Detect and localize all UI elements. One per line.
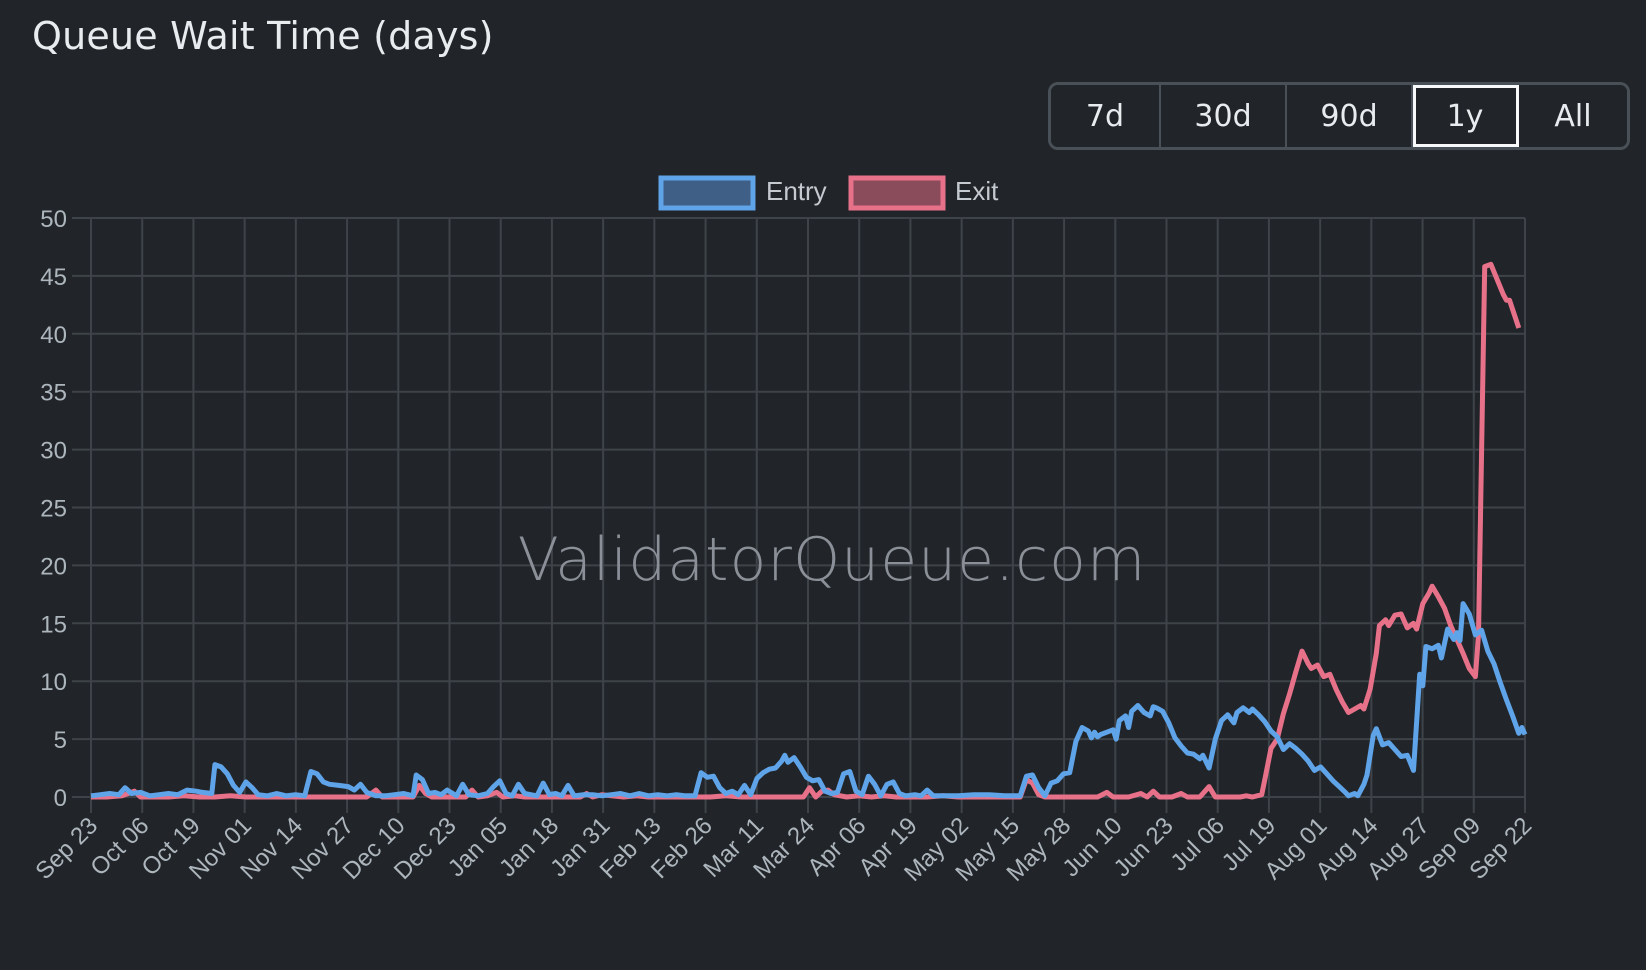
- chart-grid: [72, 217, 1526, 813]
- y-tick-label: 35: [40, 380, 67, 407]
- legend-label-exit: Exit: [955, 176, 999, 206]
- legend-item-exit[interactable]: Exit: [848, 175, 999, 211]
- y-tick-label: 0: [54, 785, 67, 812]
- y-axis: 0 5 10 15 20 25 30 35 40 45 50: [40, 206, 67, 812]
- series-line-entry[interactable]: [90, 601, 1528, 799]
- y-tick-label: 15: [40, 611, 67, 638]
- legend-label-entry: Entry: [766, 176, 827, 206]
- range-selector: 7d 30d 90d 1y All: [1048, 82, 1630, 150]
- y-tick-label: 30: [40, 438, 67, 465]
- legend-item-entry[interactable]: Entry: [658, 175, 827, 211]
- page-title: Queue Wait Time (days): [32, 14, 494, 58]
- range-button-90d[interactable]: 90d: [1287, 85, 1413, 147]
- chart-lines: [90, 261, 1528, 800]
- chart-legend: Entry Exit: [658, 175, 999, 211]
- y-tick-label: 10: [40, 669, 67, 696]
- x-tick-label: Jun 23: [1109, 812, 1179, 882]
- exit-swatch-icon: [848, 175, 946, 211]
- entry-swatch-icon: [658, 175, 756, 211]
- y-tick-label: 40: [40, 322, 67, 349]
- y-tick-label: 50: [40, 206, 67, 233]
- range-button-all[interactable]: All: [1519, 85, 1627, 147]
- y-tick-label: 5: [54, 727, 67, 754]
- range-button-1y[interactable]: 1y: [1413, 85, 1519, 147]
- y-tick-label: 25: [40, 496, 67, 523]
- y-tick-label: 45: [40, 264, 67, 291]
- x-tick-label: Jul 06: [1166, 812, 1230, 876]
- y-tick-label: 20: [40, 553, 67, 580]
- x-tick-label: Sep 23: [30, 812, 103, 885]
- watermark: ValidatorQueue.com: [518, 525, 1147, 595]
- range-button-30d[interactable]: 30d: [1161, 85, 1287, 147]
- range-button-7d[interactable]: 7d: [1051, 85, 1161, 147]
